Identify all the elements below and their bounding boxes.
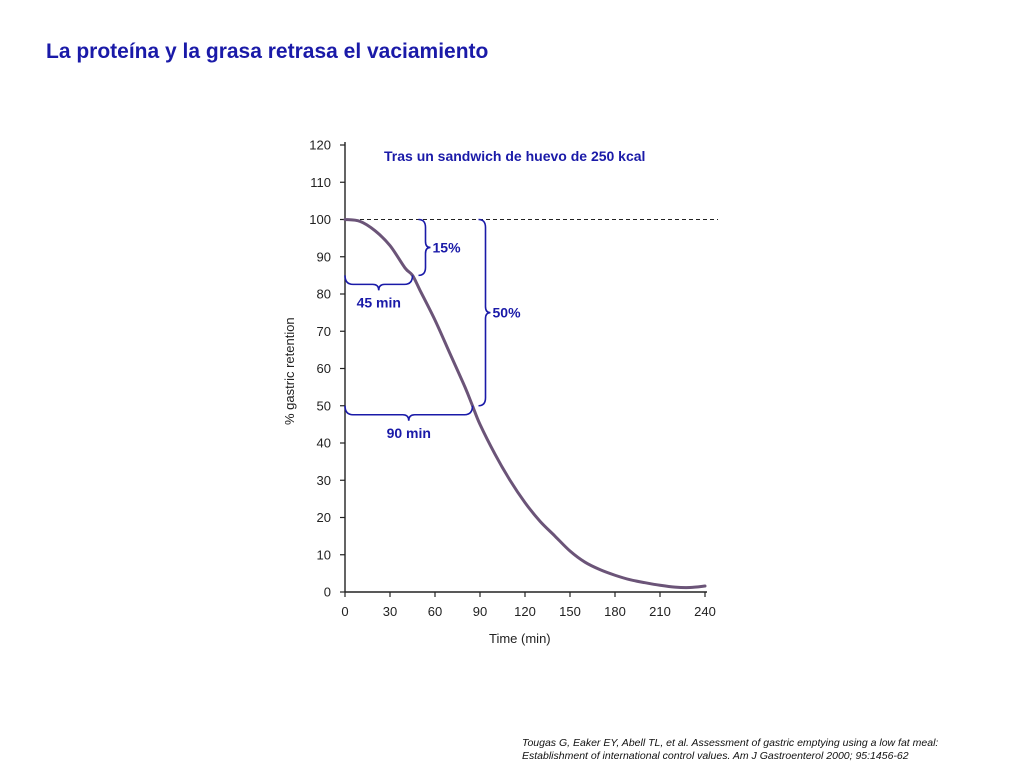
y-tick-label: 60 <box>317 361 331 376</box>
y-axis-title: % gastric retention <box>282 317 297 425</box>
y-tick-label: 120 <box>309 138 331 153</box>
x-axis-title: Time (min) <box>489 631 551 646</box>
bracket-90-min <box>344 405 474 421</box>
x-tick-label: 120 <box>514 604 536 619</box>
x-tick-label: 210 <box>649 604 671 619</box>
x-tick-label: 0 <box>341 604 348 619</box>
series-line-0 <box>343 218 707 590</box>
annotation-label: 45 min <box>357 294 401 310</box>
citation-line-2: Establishment of international control v… <box>522 750 909 762</box>
annotations-group: 15% 45 min 50% 90 min <box>344 218 522 441</box>
y-tick-label: 0 <box>324 585 331 600</box>
bracket-45-min <box>344 275 414 291</box>
bracket-50pct <box>478 218 491 407</box>
y-tick-label: 40 <box>317 436 331 451</box>
annotation-label: 90 min <box>387 425 431 441</box>
x-tick-label: 180 <box>604 604 626 619</box>
citation-line-1: Tougas G, Eaker EY, Abell TL, et al. Ass… <box>522 737 939 749</box>
x-tick-label: 60 <box>428 604 442 619</box>
annotation-label: 15% <box>433 239 462 255</box>
x-tick-label: 90 <box>473 604 487 619</box>
bracket-15pct <box>418 218 431 277</box>
y-tick-label: 90 <box>317 249 331 264</box>
y-tick-label: 110 <box>310 175 331 190</box>
y-tick-label: 80 <box>317 287 331 302</box>
axes <box>344 142 707 593</box>
series-group <box>343 218 707 590</box>
x-tick-label: 150 <box>559 604 581 619</box>
x-tick-label: 30 <box>383 604 397 619</box>
y-tick-label: 50 <box>317 398 331 413</box>
y-tick-label: 100 <box>309 212 331 227</box>
x-tick-label: 240 <box>694 604 716 619</box>
slide-title: La proteína y la grasa retrasa el vaciam… <box>46 40 489 63</box>
axis-ticks: 0 10 20 30 40 50 60 70 80 90 100 110 120 0 30 60 90 120 15… <box>309 138 716 620</box>
y-tick-label: 70 <box>317 324 331 339</box>
y-tick-label: 30 <box>317 473 331 488</box>
y-tick-label: 20 <box>317 510 331 525</box>
annotation-label: 50% <box>493 305 522 321</box>
chart-title: Tras un sandwich de huevo de 250 kcal <box>384 148 645 164</box>
y-tick-label: 10 <box>317 547 331 562</box>
citation: Tougas G, Eaker EY, Abell TL, et al. Ass… <box>522 737 1012 763</box>
